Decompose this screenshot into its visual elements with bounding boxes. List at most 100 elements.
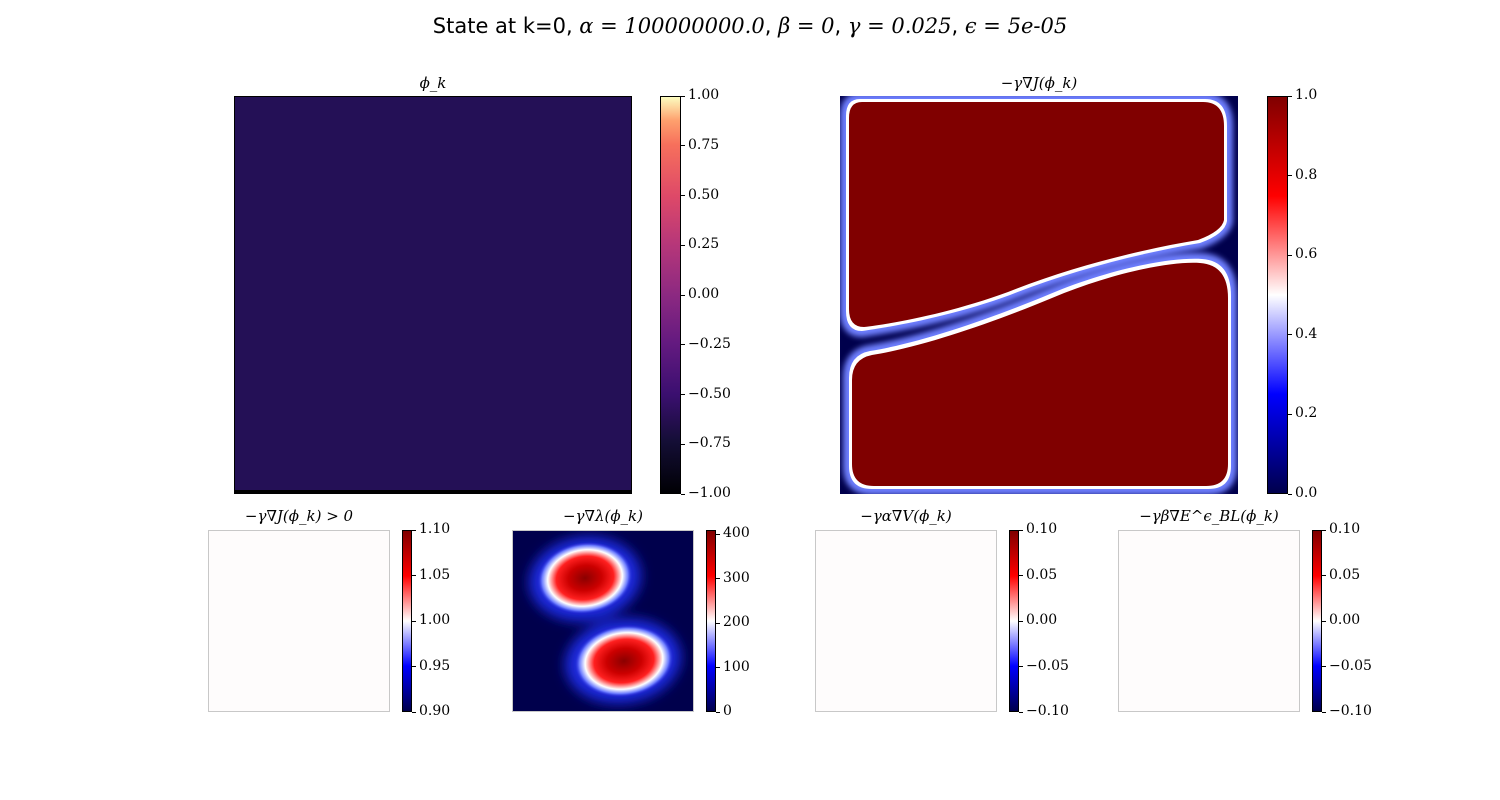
panel-gradebl-axes: [1118, 530, 1300, 712]
colorbar-tick-label: 0.95: [419, 657, 451, 674]
title-alpha: α = 100000000.0: [579, 14, 765, 38]
panel-gradlambda-axes: [512, 530, 694, 712]
title-sep: ,: [834, 14, 848, 38]
title-prefix: State at k=0,: [432, 14, 580, 38]
colorbar-tick-label: 0.10: [1329, 521, 1361, 537]
panel-gradv-colorbar: [1009, 530, 1019, 712]
colorbar-gradient: [1313, 531, 1321, 711]
title-gamma: γ = 0.025: [847, 14, 952, 38]
colorbar-tick-label: 0.05: [1329, 566, 1361, 583]
colorbar-tick-mark: [1288, 334, 1292, 336]
colorbar-tick-mark: [1288, 413, 1292, 415]
colorbar-tick-label: −0.50: [688, 385, 731, 402]
colorbar-tick-label: 0.00: [1026, 612, 1058, 628]
panel-phi-colorbar: [660, 96, 681, 494]
colorbar-tick-label: 300: [723, 569, 750, 586]
figure-title: State at k=0, α = 100000000.0, β = 0, γ …: [0, 14, 1500, 38]
panel-gradj-axes: [840, 96, 1238, 494]
colorbar-tick-mark: [716, 622, 720, 624]
colorbar-tick-label: 1.0: [1295, 87, 1318, 103]
colorbar-tick-label: −0.05: [1329, 657, 1372, 674]
colorbar-tick-label: 0.0: [1295, 485, 1318, 501]
panel-phi-axes: [234, 96, 632, 494]
colorbar-tick-label: 0.90: [419, 703, 451, 719]
colorbar-tick-mark: [681, 344, 685, 346]
colorbar-tick-label: 1.05: [419, 566, 451, 583]
colorbar-gradient: [707, 531, 715, 711]
colorbar-tick-mark: [716, 667, 720, 669]
colorbar-tick-label: 0.00: [688, 286, 720, 302]
colorbar-tick-mark: [1019, 575, 1023, 576]
colorbar-tick-label: −0.25: [688, 335, 731, 352]
colorbar-tick-mark: [1019, 711, 1023, 713]
panel-phi-title: ϕ_k: [419, 74, 447, 92]
colorbar-gradient: [403, 531, 411, 711]
colorbar-tick-label: −1.00: [688, 485, 731, 501]
panel-gradj-positive-title: −γ∇J(ϕ_k) > 0: [244, 507, 354, 525]
gradj-top-lobe: [849, 102, 1224, 327]
colorbar-tick-mark: [681, 294, 685, 296]
gradlambda-blob-bottom: [574, 624, 674, 698]
colorbar-tick-label: −0.10: [1026, 703, 1069, 719]
colorbar-tick-label: 1.00: [688, 87, 720, 103]
panel-gradv-title: −γα∇V(ϕ_k): [860, 507, 952, 525]
colorbar-tick-label: 0.10: [1026, 521, 1058, 537]
colorbar-tick-mark: [681, 95, 685, 97]
colorbar-tick-mark: [1288, 175, 1292, 177]
colorbar-tick-mark: [716, 578, 720, 580]
colorbar-tick-mark: [412, 666, 416, 667]
colorbar-tick-label: 0.25: [688, 236, 720, 253]
colorbar-tick-label: 100: [723, 658, 750, 675]
colorbar-tick-mark: [1019, 620, 1023, 622]
colorbar-tick-mark: [412, 529, 416, 531]
colorbar-tick-mark: [1322, 529, 1326, 531]
panel-phi-bottom-edge: [235, 490, 631, 493]
colorbar-tick-mark: [716, 533, 720, 535]
colorbar-gradient: [1010, 531, 1018, 711]
colorbar-tick-mark: [681, 244, 685, 246]
panel-gradj-positive-axes: [208, 530, 390, 712]
title-sep: ,: [951, 14, 965, 38]
colorbar-gradient: [1268, 97, 1287, 493]
colorbar-tick-mark: [1019, 529, 1023, 531]
colorbar-tick-label: 0.75: [688, 136, 720, 153]
colorbar-tick-mark: [1322, 620, 1326, 622]
colorbar-tick-label: 200: [723, 614, 750, 631]
panel-gradlambda-image: [513, 531, 693, 711]
panel-gradebl-colorbar: [1312, 530, 1322, 712]
colorbar-tick-mark: [412, 620, 416, 622]
colorbar-tick-mark: [681, 145, 685, 147]
colorbar-tick-mark: [1288, 493, 1292, 495]
colorbar-tick-mark: [681, 493, 685, 495]
colorbar-tick-label: 0.4: [1295, 325, 1318, 342]
colorbar-tick-mark: [716, 711, 720, 713]
panel-gradj-positive-colorbar: [402, 530, 412, 712]
panel-gradj-colorbar: [1267, 96, 1288, 494]
colorbar-tick-label: −0.10: [1329, 703, 1372, 719]
colorbar-tick-label: 0.6: [1295, 246, 1318, 263]
title-sep: ,: [764, 14, 779, 38]
panel-gradj-image: [840, 96, 1238, 494]
title-epsilon: ϵ = 5e-05: [964, 14, 1068, 38]
gradlambda-blob-top: [537, 541, 633, 615]
colorbar-tick-label: 0.00: [1329, 612, 1361, 628]
panel-phi-field: [235, 97, 631, 490]
colorbar-tick-label: 400: [723, 525, 750, 542]
colorbar-tick-label: 1.10: [419, 521, 451, 537]
colorbar-tick-label: 0: [723, 703, 732, 719]
colorbar-tick-label: 0.05: [1026, 566, 1058, 583]
colorbar-tick-mark: [412, 575, 416, 576]
colorbar-tick-label: −0.05: [1026, 657, 1069, 674]
panel-gradlambda-title: −γ∇λ(ϕ_k): [562, 507, 644, 525]
gradj-bottom-lobe: [852, 262, 1228, 486]
colorbar-tick-mark: [1322, 711, 1326, 713]
colorbar-tick-label: 1.00: [419, 612, 451, 628]
colorbar-tick-label: 0.8: [1295, 166, 1318, 183]
colorbar-tick-label: −0.75: [688, 435, 731, 452]
colorbar-tick-mark: [681, 195, 685, 196]
panel-gradv-axes: [815, 530, 997, 712]
colorbar-tick-mark: [681, 394, 685, 395]
colorbar-tick-mark: [1288, 95, 1292, 97]
title-beta: β = 0: [778, 14, 835, 38]
colorbar-tick-mark: [1322, 575, 1326, 576]
